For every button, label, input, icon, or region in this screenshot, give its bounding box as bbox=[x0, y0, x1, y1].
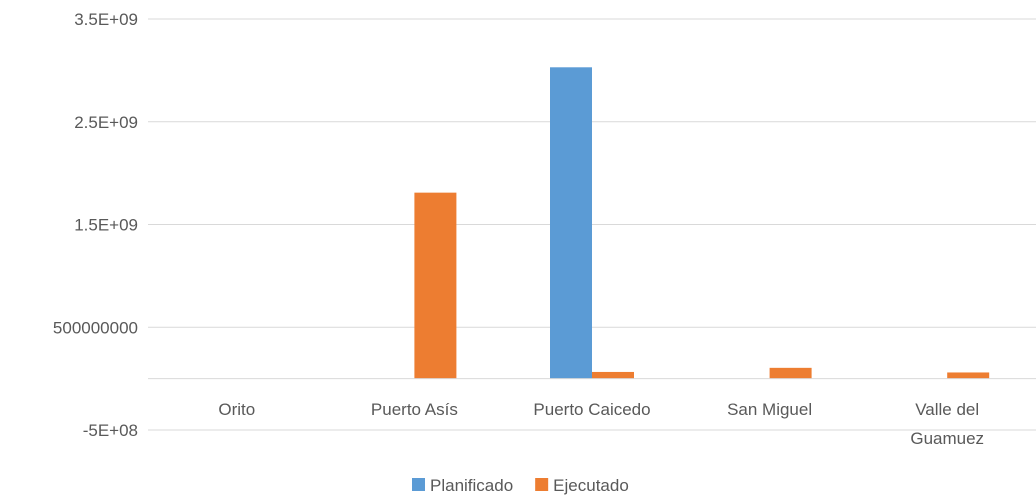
bar-ejecutado-1 bbox=[414, 192, 457, 379]
category-label: Valle del bbox=[915, 400, 979, 419]
legend-label-ejecutado: Ejecutado bbox=[553, 476, 629, 495]
legend: Planificado Ejecutado bbox=[412, 476, 629, 495]
category-label: Orito bbox=[218, 400, 255, 419]
bar-planificado-2 bbox=[550, 67, 592, 379]
x-axis-categories: Orito Puerto Asís Puerto Caicedo San Miguel… bbox=[218, 400, 984, 448]
legend-swatch-ejecutado bbox=[535, 478, 549, 491]
category-label: Puerto Caicedo bbox=[533, 400, 650, 419]
legend-swatch-planificado bbox=[412, 478, 425, 491]
bar-ejecutado-2 bbox=[592, 371, 634, 379]
y-tick-label: 1.5E+09 bbox=[74, 216, 138, 235]
category-label: Guamuez bbox=[910, 429, 984, 448]
bar-ejecutado-3 bbox=[769, 367, 812, 379]
y-axis-ticks: 3.5E+09 2.5E+09 1.5E+09 500000000 -5E+08 bbox=[53, 10, 138, 440]
bars bbox=[414, 67, 990, 379]
bar-ejecutado-4 bbox=[947, 372, 990, 379]
y-tick-label: -5E+08 bbox=[83, 421, 138, 440]
category-label: Puerto Asís bbox=[371, 400, 458, 419]
y-tick-label: 2.5E+09 bbox=[74, 113, 138, 132]
category-label: San Miguel bbox=[727, 400, 812, 419]
y-tick-label: 3.5E+09 bbox=[74, 10, 138, 29]
y-tick-label: 500000000 bbox=[53, 318, 138, 337]
legend-label-planificado: Planificado bbox=[430, 476, 513, 495]
